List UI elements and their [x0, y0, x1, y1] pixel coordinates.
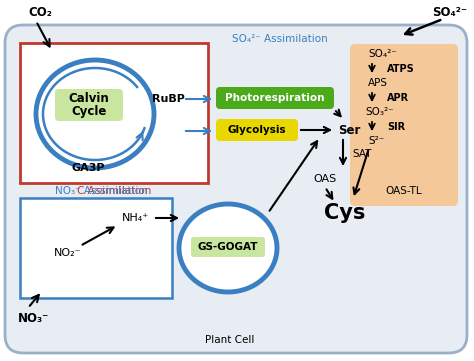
FancyBboxPatch shape [5, 25, 467, 353]
Bar [20, 198, 172, 298]
Text: SO₄²⁻: SO₄²⁻ [368, 49, 397, 59]
Text: Ser: Ser [338, 123, 360, 136]
Text: GS-GOGAT: GS-GOGAT [198, 242, 258, 252]
Text: NO₂⁻: NO₂⁻ [54, 248, 82, 258]
Text: APS: APS [368, 78, 388, 88]
Text: CO₂: CO₂ [28, 6, 52, 19]
Text: Plant Cell: Plant Cell [205, 335, 255, 345]
Text: Glycolysis: Glycolysis [228, 125, 286, 135]
Text: OAS-TL: OAS-TL [385, 186, 422, 196]
Text: SAT: SAT [352, 149, 372, 159]
Text: Cycle: Cycle [71, 105, 107, 118]
FancyBboxPatch shape [191, 237, 265, 257]
Text: Calvin: Calvin [69, 92, 109, 105]
FancyBboxPatch shape [350, 44, 458, 206]
Text: S²⁻: S²⁻ [368, 136, 384, 146]
Text: APR: APR [387, 93, 409, 103]
Text: GA3P: GA3P [71, 163, 105, 173]
FancyBboxPatch shape [216, 87, 334, 109]
Text: SO₄²⁻ Assimilation: SO₄²⁻ Assimilation [232, 34, 328, 44]
Text: SIR: SIR [387, 122, 405, 132]
Text: Photorespiration: Photorespiration [225, 93, 325, 103]
Text: NH₄⁺: NH₄⁺ [121, 213, 148, 223]
Ellipse shape [36, 60, 154, 168]
FancyBboxPatch shape [55, 89, 123, 121]
Text: SO₄²⁻: SO₄²⁻ [432, 5, 467, 18]
Text: SO₃²⁻: SO₃²⁻ [365, 107, 393, 117]
Bar [20, 43, 208, 183]
Text: Cys: Cys [324, 203, 365, 223]
Text: ATPS: ATPS [387, 64, 415, 74]
FancyBboxPatch shape [216, 119, 298, 141]
Text: OAS: OAS [313, 174, 337, 184]
Text: NO₃⁻ Assimilation: NO₃⁻ Assimilation [55, 186, 147, 196]
Text: NO₃⁻: NO₃⁻ [18, 313, 49, 326]
Text: RuBP: RuBP [152, 94, 184, 104]
Ellipse shape [179, 204, 277, 292]
Text: C Assimilation: C Assimilation [77, 186, 151, 196]
